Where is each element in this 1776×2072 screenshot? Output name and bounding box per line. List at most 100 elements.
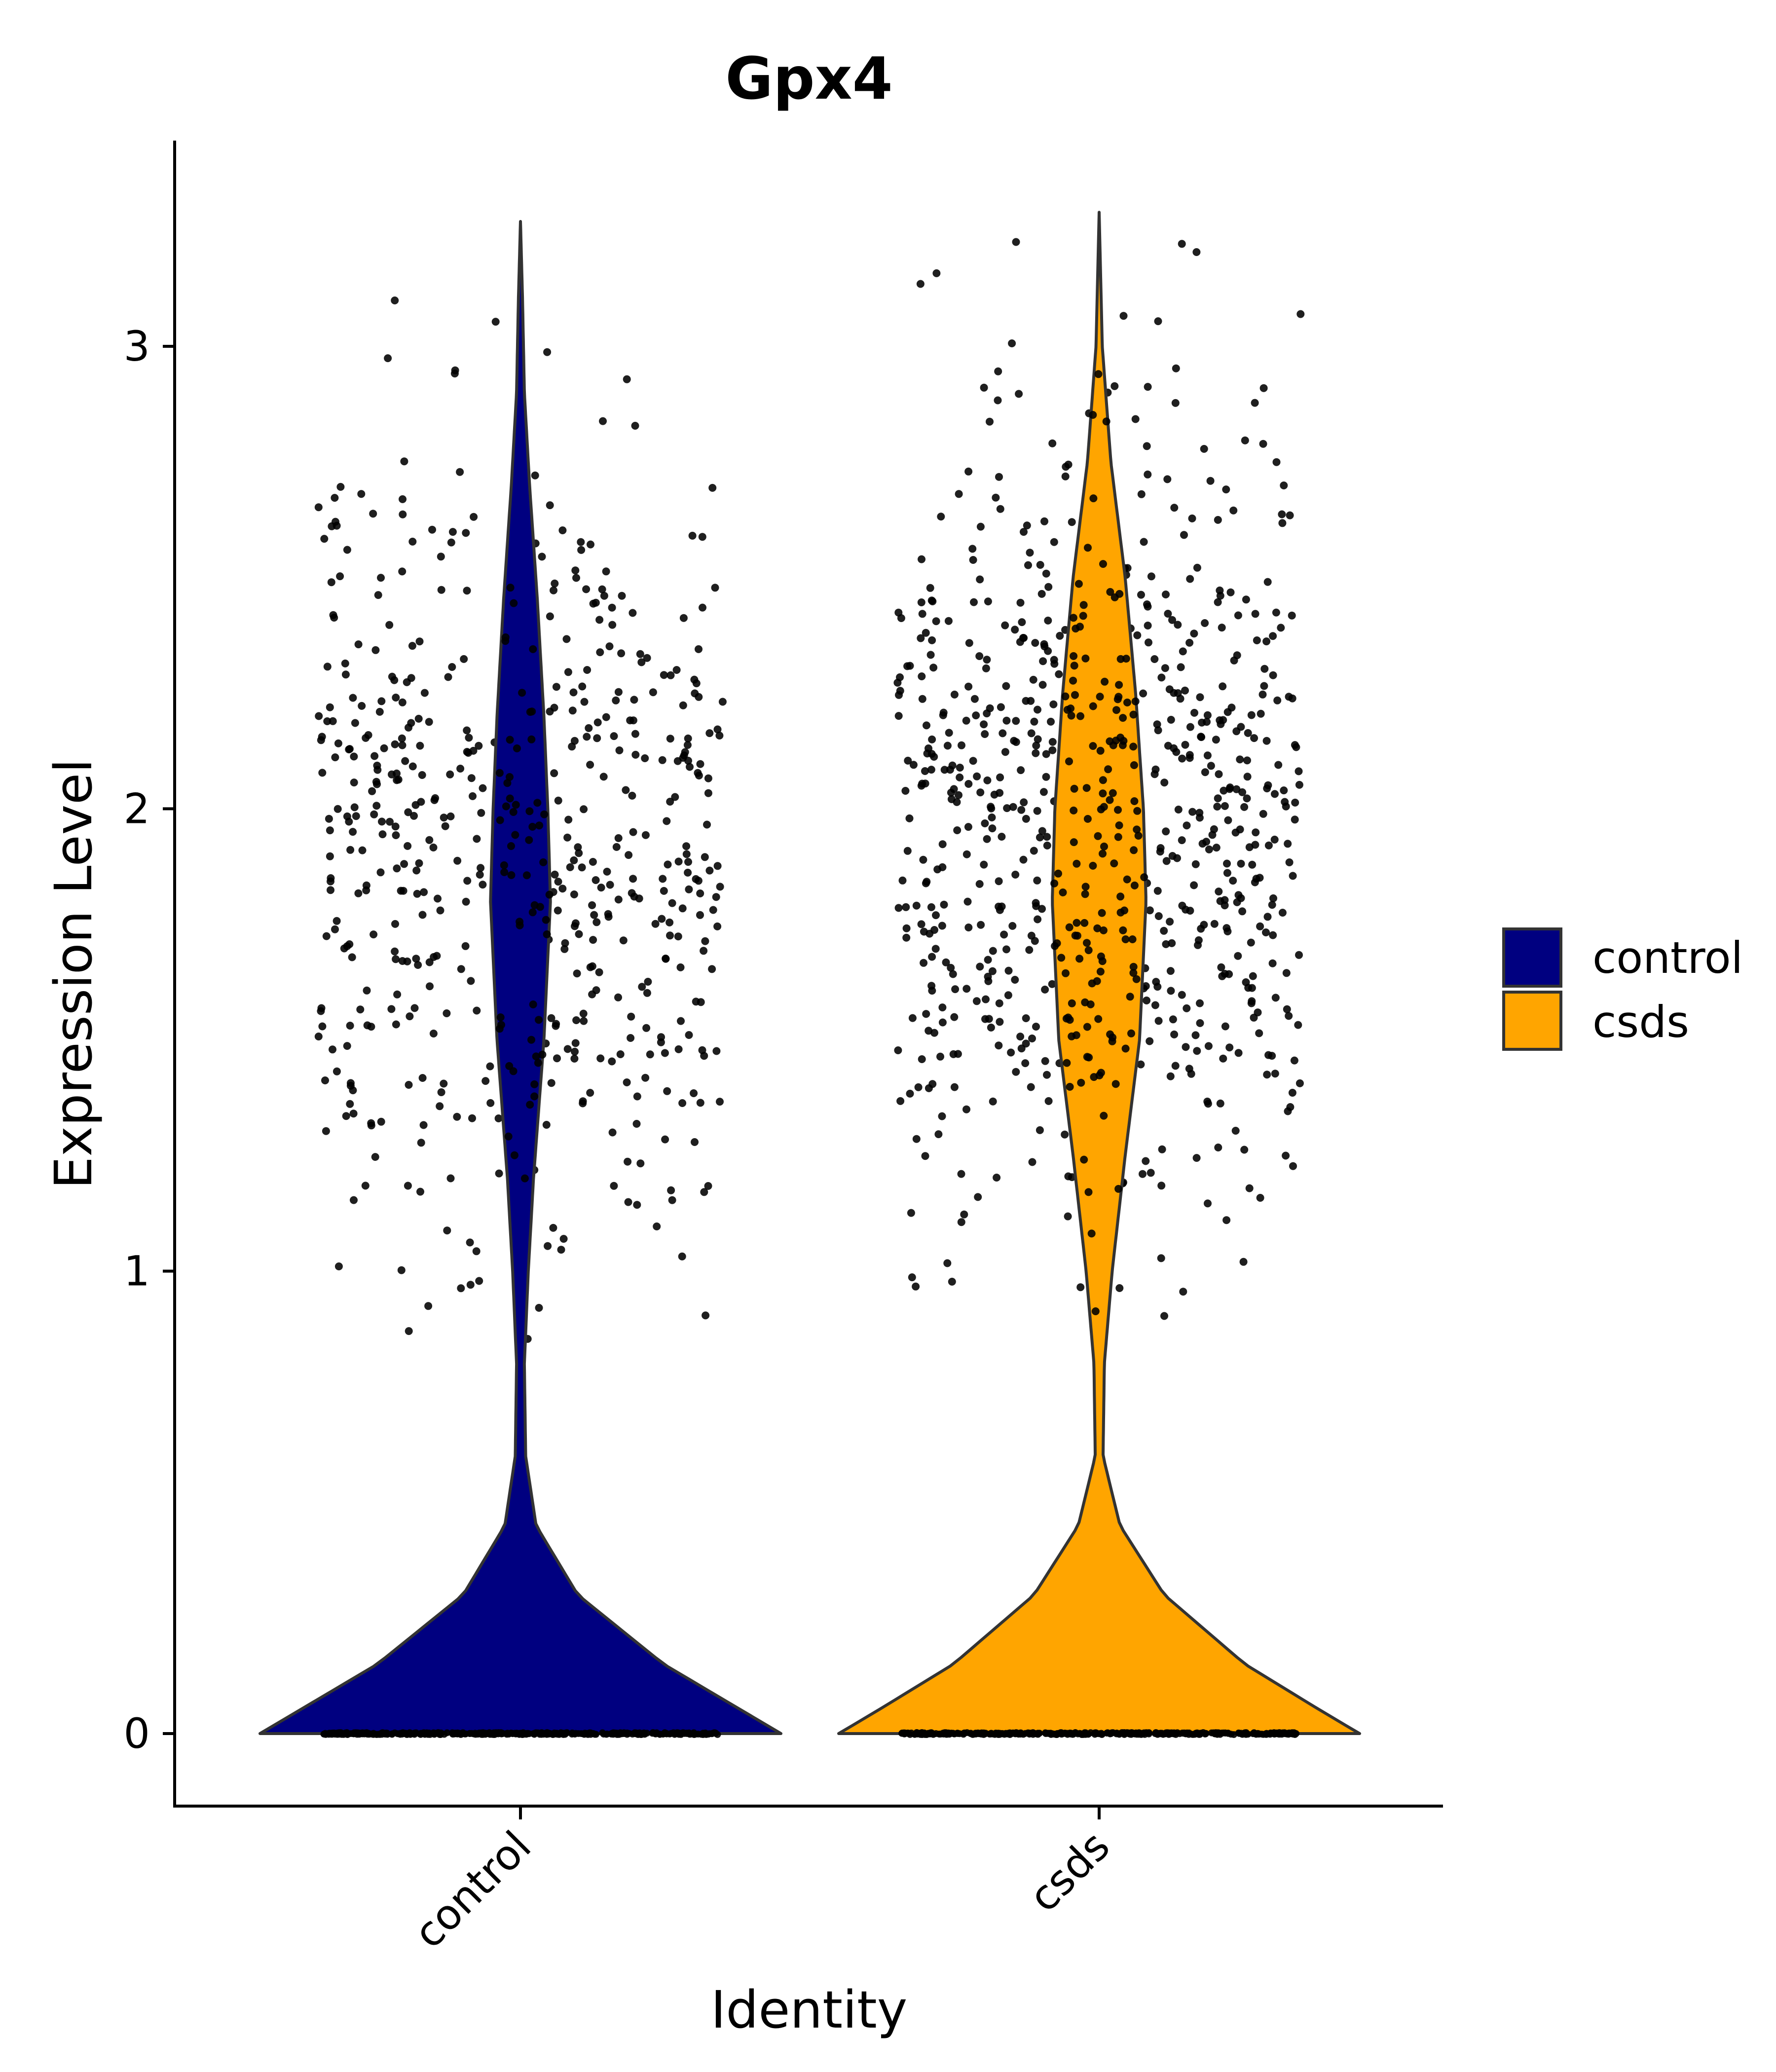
data-point-control: [475, 741, 483, 750]
data-point-control: [321, 1076, 329, 1084]
data-point-csds: [1063, 705, 1072, 714]
data-point-csds: [901, 787, 910, 795]
data-point-csds: [1119, 714, 1127, 722]
data-point-zero-csds: [1220, 1729, 1227, 1737]
data-point-control: [412, 866, 421, 875]
data-point-control: [343, 1042, 351, 1050]
data-point-csds: [1251, 399, 1259, 407]
data-point-csds: [1110, 859, 1118, 868]
data-point-zero-csds: [1002, 1730, 1009, 1738]
data-point-csds: [1146, 906, 1154, 915]
data-point-control: [334, 1262, 343, 1270]
data-point-control: [568, 706, 577, 715]
data-point-control: [504, 1132, 513, 1141]
data-point-control: [542, 1121, 551, 1129]
data-point-control: [378, 817, 386, 826]
data-point-zero-control: [499, 1730, 507, 1737]
data-point-csds: [964, 682, 973, 691]
data-point-control: [703, 820, 711, 829]
data-point-csds: [921, 767, 929, 775]
data-point-control: [373, 780, 381, 788]
data-point-csds: [1249, 972, 1257, 980]
data-point-zero-csds: [1138, 1731, 1145, 1738]
data-point-control: [697, 998, 705, 1006]
data-point-csds: [931, 945, 940, 953]
data-point-control: [425, 718, 433, 726]
data-point-csds: [1204, 1199, 1212, 1208]
data-point-csds: [1294, 1021, 1302, 1029]
data-point-control: [343, 546, 351, 554]
data-point-control: [593, 734, 601, 742]
data-point-csds: [1118, 741, 1127, 749]
data-point-csds: [1290, 1056, 1298, 1065]
data-point-csds: [1284, 840, 1292, 848]
data-point-csds: [1254, 1008, 1262, 1017]
data-point-control: [414, 961, 422, 969]
data-point-control: [323, 663, 332, 671]
data-point-csds: [1022, 1039, 1030, 1048]
data-point-csds: [1153, 887, 1162, 895]
data-point-csds: [1034, 735, 1042, 743]
data-point-control: [659, 875, 667, 883]
data-point-csds: [1065, 757, 1073, 766]
data-point-csds: [1196, 999, 1204, 1007]
data-point-csds: [1053, 939, 1061, 947]
data-point-csds: [987, 1023, 995, 1032]
data-point-csds: [938, 863, 947, 871]
data-point-control: [506, 773, 514, 781]
data-point-csds: [1036, 561, 1044, 569]
data-point-csds: [909, 761, 918, 769]
data-point-csds: [1081, 654, 1090, 663]
data-point-csds: [1102, 417, 1110, 426]
data-point-control: [558, 526, 567, 534]
data-point-control: [380, 744, 388, 752]
data-point-csds: [1022, 814, 1030, 823]
data-point-csds: [965, 639, 973, 647]
data-point-control: [417, 798, 425, 806]
data-point-control: [570, 890, 578, 898]
data-point-csds: [956, 764, 964, 772]
data-point-csds: [1168, 939, 1176, 947]
data-point-csds: [1115, 821, 1123, 829]
data-point-csds: [1200, 444, 1208, 453]
data-point-control: [583, 666, 592, 674]
data-point-csds: [1239, 1258, 1248, 1266]
data-point-zero-control: [432, 1730, 439, 1737]
data-point-control: [318, 769, 327, 777]
data-point-csds: [945, 729, 953, 737]
data-point-csds: [980, 720, 988, 729]
data-point-csds: [898, 876, 907, 885]
data-point-control: [672, 666, 681, 674]
data-point-control: [685, 1031, 693, 1039]
data-point-control: [342, 1112, 350, 1120]
data-point-csds: [1162, 940, 1170, 948]
data-point-control: [570, 737, 579, 745]
data-point-control: [392, 694, 400, 702]
data-point-csds: [950, 1083, 959, 1091]
data-point-control: [700, 1188, 708, 1196]
data-point-control: [554, 906, 562, 915]
data-point-csds: [1190, 708, 1198, 717]
data-point-csds: [994, 367, 1002, 375]
data-point-csds: [918, 695, 926, 703]
data-point-csds: [1048, 746, 1057, 754]
data-point-csds: [1256, 1194, 1264, 1202]
data-point-csds: [1116, 892, 1125, 901]
data-point-control: [633, 1092, 641, 1101]
data-point-csds: [1027, 1083, 1035, 1091]
data-point-control: [588, 901, 596, 909]
data-point-csds: [1096, 693, 1104, 701]
data-point-control: [671, 793, 679, 801]
data-point-control: [561, 939, 569, 947]
data-point-control: [405, 1327, 413, 1335]
data-point-csds: [920, 927, 928, 936]
data-point-control: [403, 957, 411, 965]
data-point-csds: [1127, 1029, 1135, 1037]
data-point-control: [314, 1033, 323, 1040]
data-point-csds: [1255, 1029, 1263, 1037]
data-point-control: [436, 906, 444, 915]
data-point-control: [674, 1045, 683, 1053]
data-point-control: [536, 903, 544, 911]
data-point-control: [327, 886, 334, 894]
data-point-csds: [939, 711, 947, 719]
